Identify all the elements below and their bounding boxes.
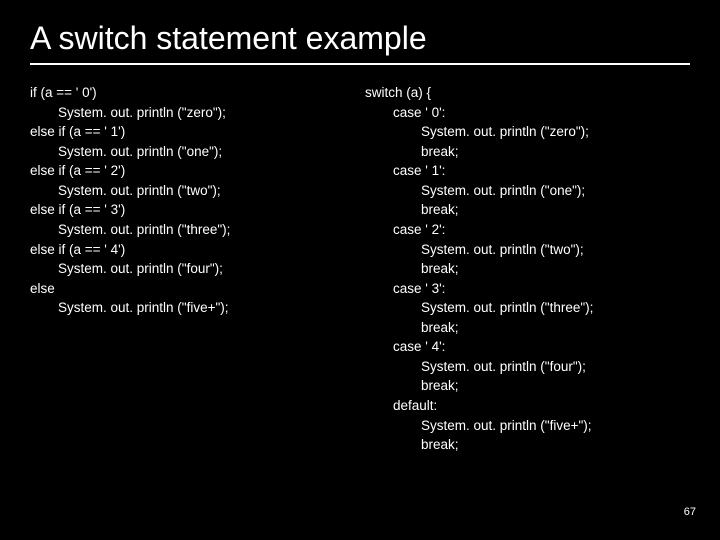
right-code-line: System. out. println ("five+"); <box>365 416 690 436</box>
left-code-line: System. out. println ("three"); <box>30 220 355 240</box>
right-code-line: case ' 1': <box>365 161 690 181</box>
left-code-column: if (a == ' 0')System. out. println ("zer… <box>30 83 355 455</box>
left-code-line: if (a == ' 0') <box>30 83 355 103</box>
right-code-line: System. out. println ("four"); <box>365 357 690 377</box>
left-code-line: System. out. println ("two"); <box>30 181 355 201</box>
right-code-line: break; <box>365 376 690 396</box>
left-code-line: else if (a == ' 3') <box>30 200 355 220</box>
left-code-line: else if (a == ' 2') <box>30 161 355 181</box>
right-code-line: break; <box>365 200 690 220</box>
right-code-line: System. out. println ("two"); <box>365 240 690 260</box>
right-code-line: case ' 0': <box>365 103 690 123</box>
right-code-column: switch (a) {case ' 0':System. out. print… <box>365 83 690 455</box>
left-code-line: else if (a == ' 4') <box>30 240 355 260</box>
left-code-line: System. out. println ("four"); <box>30 259 355 279</box>
slide-title: A switch statement example <box>30 20 690 65</box>
right-code-line: System. out. println ("three"); <box>365 298 690 318</box>
left-code-line: System. out. println ("zero"); <box>30 103 355 123</box>
right-code-line: case ' 4': <box>365 337 690 357</box>
page-number: 67 <box>684 506 696 518</box>
left-code-line: System. out. println ("five+"); <box>30 298 355 318</box>
left-code-line: else <box>30 279 355 299</box>
right-code-line: System. out. println ("zero"); <box>365 122 690 142</box>
slide-container: A switch statement example if (a == ' 0'… <box>0 0 720 455</box>
right-code-line: break; <box>365 259 690 279</box>
left-code-line: else if (a == ' 1') <box>30 122 355 142</box>
right-code-line: System. out. println ("one"); <box>365 181 690 201</box>
content-columns: if (a == ' 0')System. out. println ("zer… <box>30 83 690 455</box>
right-code-line: break; <box>365 318 690 338</box>
right-code-line: switch (a) { <box>365 83 690 103</box>
right-code-line: break; <box>365 435 690 455</box>
left-code-line: System. out. println ("one"); <box>30 142 355 162</box>
right-code-line: default: <box>365 396 690 416</box>
right-code-line: case ' 2': <box>365 220 690 240</box>
right-code-line: case ' 3': <box>365 279 690 299</box>
right-code-line: break; <box>365 142 690 162</box>
